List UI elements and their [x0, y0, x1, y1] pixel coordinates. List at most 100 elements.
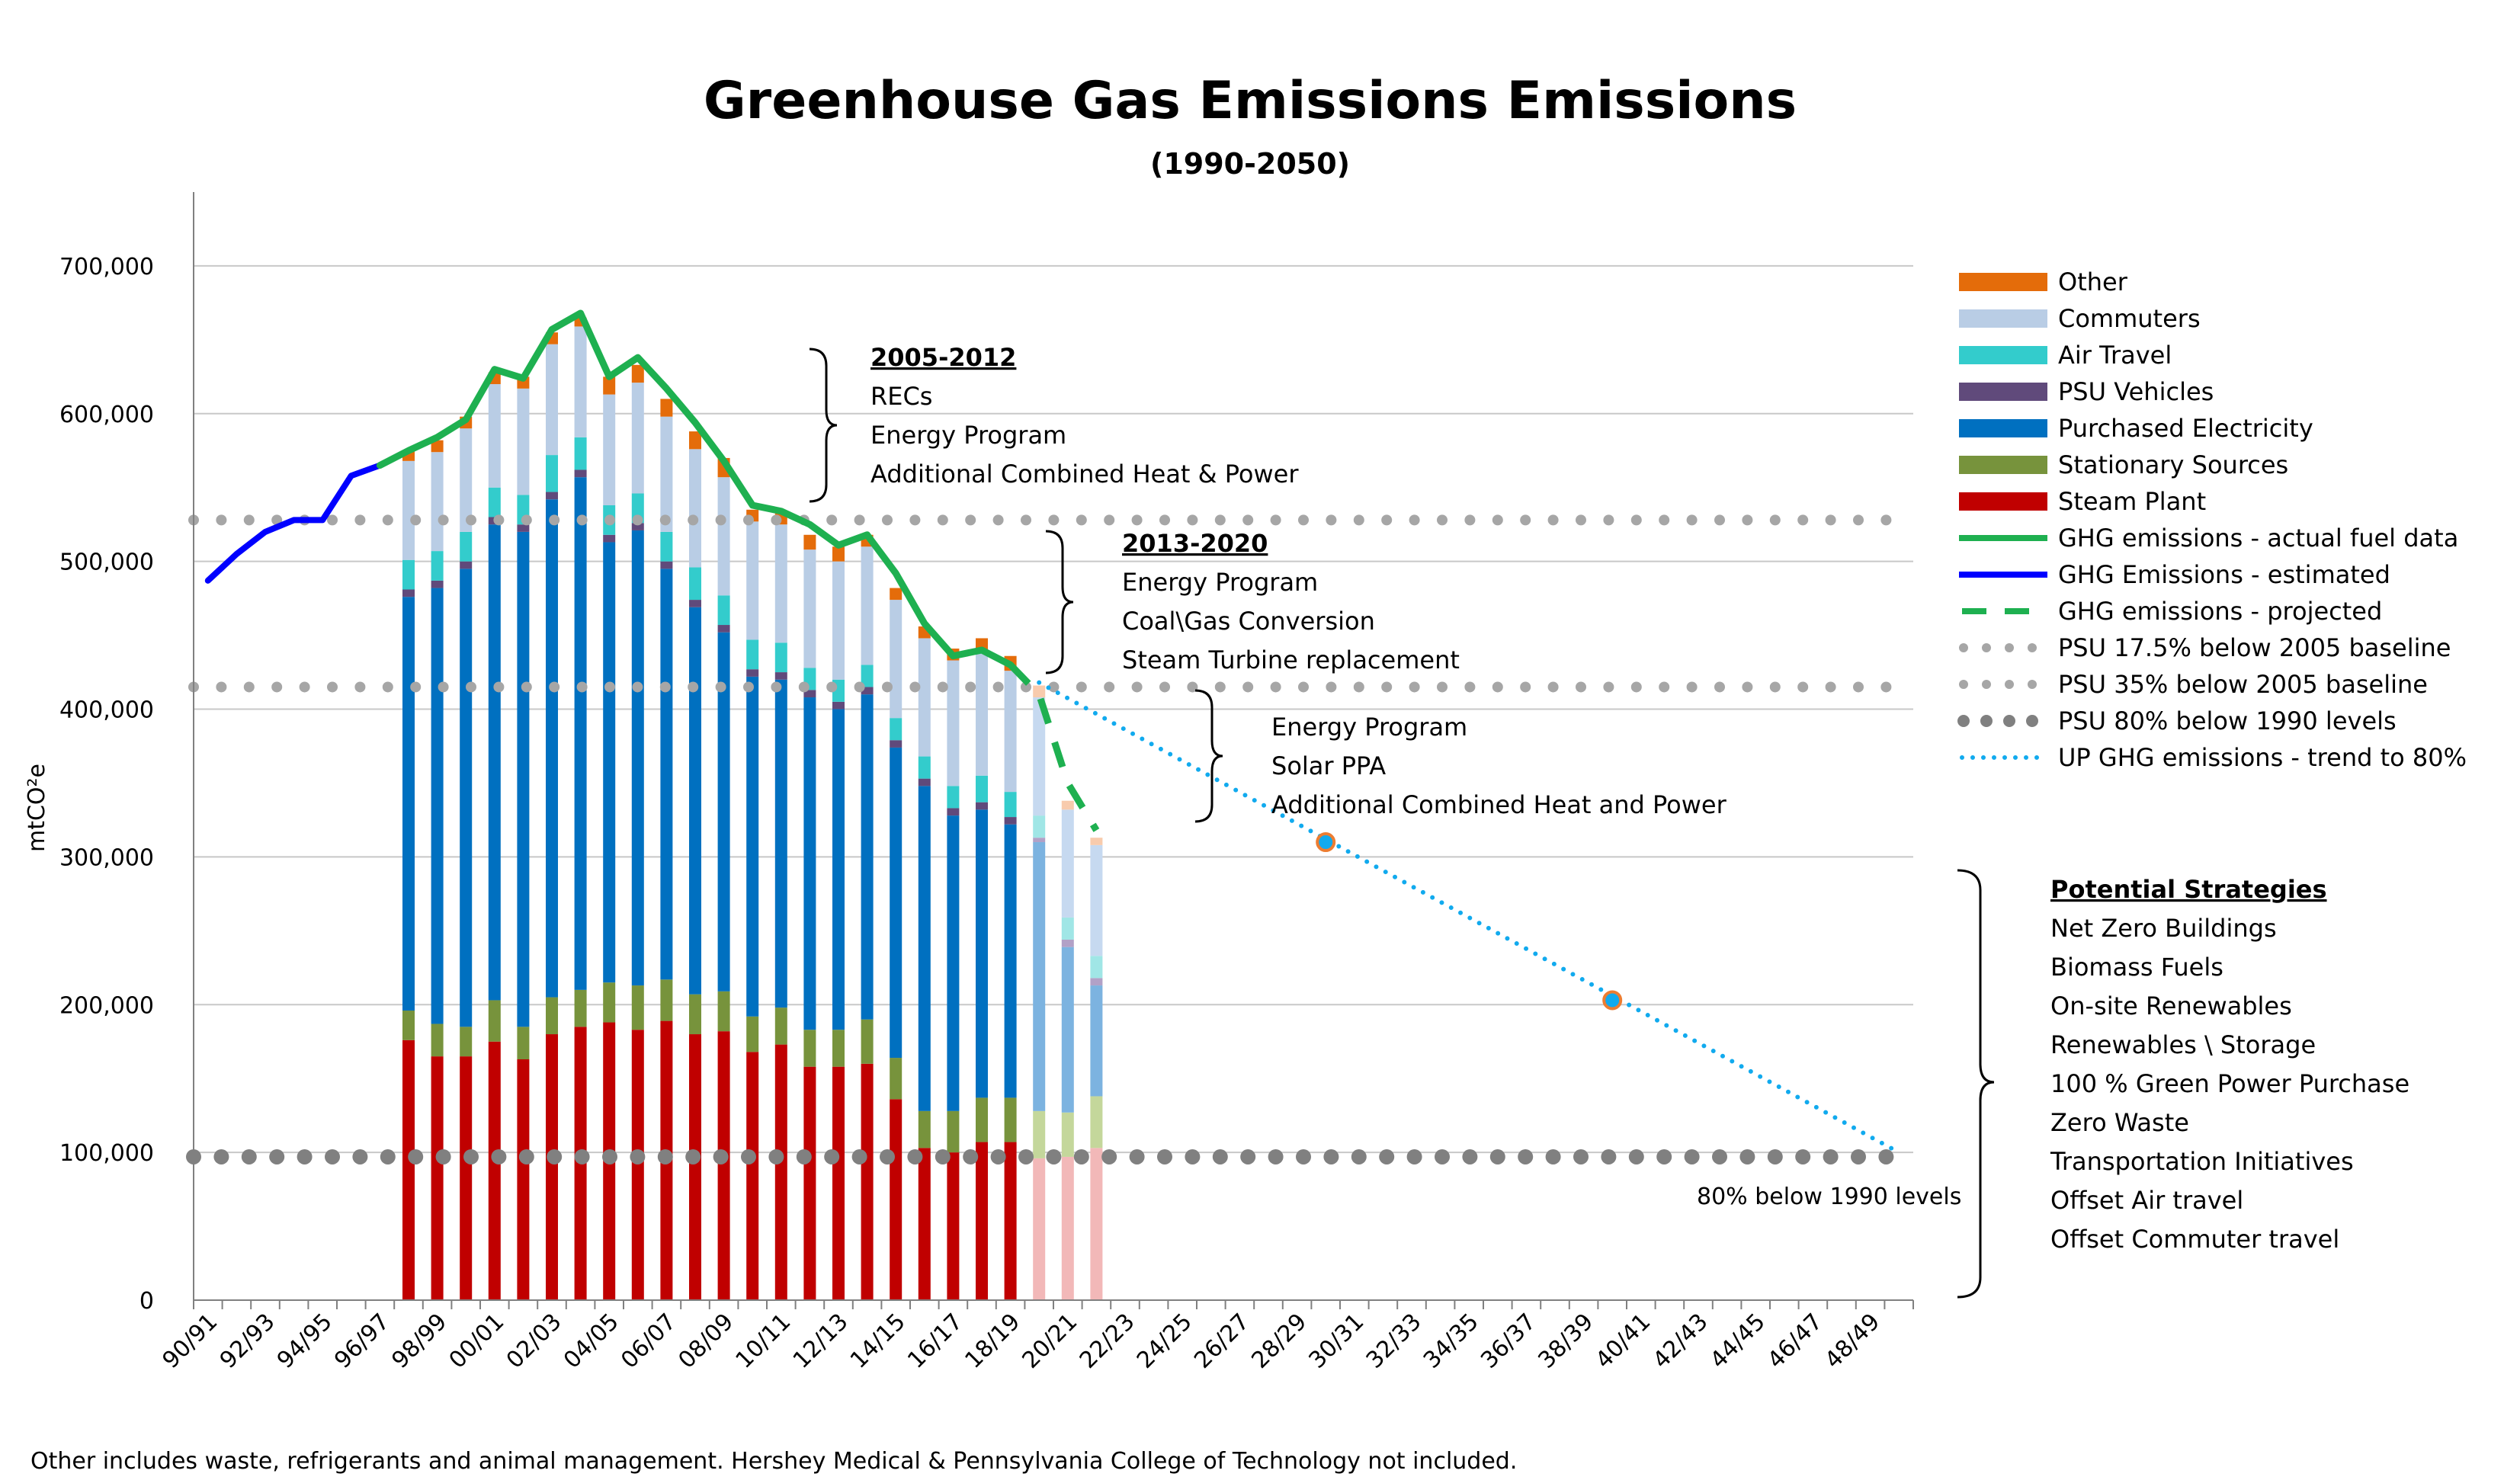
- bar-segment-steam: [918, 1148, 931, 1300]
- bar-segment-electricity: [517, 531, 530, 1027]
- bar-segment-commuters: [976, 649, 988, 776]
- strategies-brace: [1957, 869, 1995, 1299]
- bar-segment-other: [603, 376, 616, 395]
- bar-segment-electricity: [717, 632, 730, 991]
- bar-segment-other: [976, 638, 988, 650]
- bar-segment-electricity: [947, 815, 960, 1111]
- bar-segment-commuters: [717, 477, 730, 596]
- bar-segment-commuters: [861, 546, 874, 665]
- bar-segment-stationary: [717, 991, 730, 1032]
- bar-segment-vehicles: [717, 625, 730, 633]
- x-tick-label: 46/47: [1762, 1309, 1828, 1374]
- bar-segment-electricity: [803, 697, 816, 1030]
- annotation-brace: [1045, 530, 1074, 674]
- y-tick-label: 0: [139, 1288, 154, 1315]
- bar-segment-electricity: [1061, 947, 1074, 1113]
- bar-segment-electricity: [1090, 985, 1103, 1097]
- bar-segment-commuters: [574, 326, 587, 437]
- bar-segment-commuters: [402, 460, 415, 560]
- bar-segment-electricity: [402, 597, 415, 1011]
- legend-entry: PSU 17.5% below 2005 baseline: [1959, 633, 2451, 662]
- bar-segment-vehicles: [774, 672, 787, 680]
- legend-label: Commuters: [2058, 304, 2201, 333]
- x-tick-label: 40/41: [1591, 1309, 1656, 1374]
- bar-segment-vehicles: [460, 561, 473, 569]
- y-tick-label: 300,000: [59, 844, 154, 871]
- bar-segment-commuters: [517, 388, 530, 495]
- y-tick-label: 500,000: [59, 549, 154, 576]
- annotation-line: Renewables \ Storage: [2050, 1030, 2316, 1059]
- bar-segment-commuters: [631, 383, 644, 494]
- bar-segment-air: [717, 595, 730, 626]
- bar-segment-electricity: [631, 530, 644, 986]
- bar-segment-commuters: [1004, 671, 1017, 793]
- bar-segment-commuters: [947, 660, 960, 786]
- bar-segment-other: [1090, 838, 1103, 845]
- x-tick-label: 48/49: [1819, 1309, 1885, 1374]
- legend-entry: Commuters: [1959, 304, 2201, 333]
- bar-segment-commuters: [746, 521, 759, 640]
- bar-segment-vehicles: [947, 808, 960, 816]
- bar-segment-commuters: [832, 561, 845, 680]
- chart-title: Greenhouse Gas Emissions Emissions: [704, 71, 1797, 131]
- legend-swatch: [1959, 456, 2047, 474]
- bar-segment-steam: [1061, 1156, 1074, 1300]
- bar-segment-stationary: [546, 997, 558, 1035]
- bar-segment-vehicles: [803, 690, 816, 698]
- annotation-line: Energy Program: [870, 421, 1066, 450]
- bar-segment-vehicles: [517, 524, 530, 532]
- bar-segment-electricity: [603, 542, 616, 983]
- bar-segment-commuters: [603, 394, 616, 505]
- bar-segment-commuters: [890, 600, 903, 719]
- bar-segment-stationary: [574, 989, 587, 1027]
- legend-entry: PSU 80% below 1990 levels: [1957, 706, 2397, 735]
- bar-segment-vehicles: [746, 669, 759, 677]
- x-tick-label: 24/25: [1132, 1309, 1197, 1374]
- stacked-bars: [402, 317, 1103, 1300]
- bar-segment-air: [460, 531, 473, 562]
- bar-segment-stationary: [460, 1027, 473, 1057]
- y-tick-label: 400,000: [59, 697, 154, 724]
- legend-entry: PSU 35% below 2005 baseline: [1959, 670, 2428, 699]
- bar-segment-air: [402, 559, 415, 590]
- bar-segment-stationary: [976, 1097, 988, 1142]
- bar-segment-commuters: [1090, 844, 1103, 956]
- legend-label: PSU 17.5% below 2005 baseline: [2058, 633, 2451, 662]
- legend-label: Other: [2058, 267, 2128, 296]
- bar-segment-stationary: [517, 1027, 530, 1059]
- bar-segment-air: [918, 756, 931, 779]
- bar-segment-air: [976, 775, 988, 802]
- legend-label: GHG emissions - projected: [2058, 597, 2382, 626]
- bar-segment-stationary: [1004, 1097, 1017, 1142]
- legend-swatch: [1959, 383, 2047, 401]
- bar-segment-vehicles: [890, 740, 903, 748]
- x-tick-label: 32/33: [1361, 1309, 1427, 1374]
- bar-segment-stationary: [803, 1030, 816, 1067]
- bar-segment-electricity: [832, 709, 845, 1030]
- bar-segment-steam: [861, 1063, 874, 1300]
- bar-segment-commuters: [488, 384, 501, 488]
- legend-entry: Purchased Electricity: [1959, 414, 2313, 443]
- legend-entry: Steam Plant: [1959, 487, 2206, 516]
- legend-entry: Other: [1959, 267, 2128, 296]
- bar-segment-vehicles: [574, 469, 587, 478]
- bar-segment-electricity: [546, 499, 558, 998]
- x-tick-label: 34/35: [1419, 1309, 1484, 1374]
- axes: [193, 192, 1914, 1309]
- bar-segment-stationary: [402, 1011, 415, 1040]
- annotation-line: Biomass Fuels: [2050, 953, 2223, 982]
- bar-segment-air: [689, 567, 701, 601]
- legend-label: GHG emissions - actual fuel data: [2058, 524, 2458, 553]
- bar-segment-vehicles: [402, 589, 415, 597]
- bar-segment-electricity: [976, 809, 988, 1098]
- bar-segment-stationary: [660, 979, 673, 1021]
- reference-lines: [186, 514, 1921, 1164]
- bar-segment-other: [660, 399, 673, 417]
- annotation-line: Energy Program: [1271, 713, 1467, 742]
- bar-segment-electricity: [861, 694, 874, 1020]
- bar-segment-steam: [460, 1056, 473, 1300]
- projected-line: [1008, 662, 1100, 832]
- legend-label: PSU Vehicles: [2058, 377, 2214, 406]
- legend-label: Steam Plant: [2058, 487, 2206, 516]
